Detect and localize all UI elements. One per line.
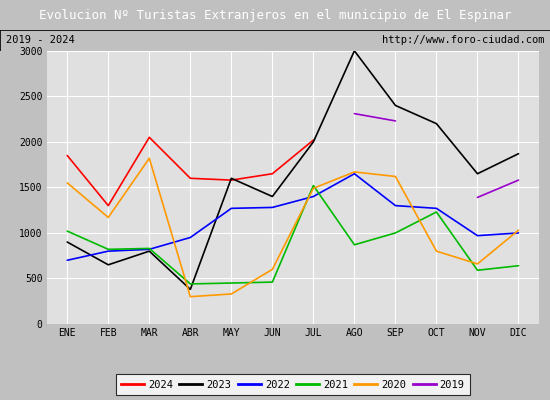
Text: http://www.foro-ciudad.com: http://www.foro-ciudad.com xyxy=(382,35,544,45)
Legend: 2024, 2023, 2022, 2021, 2020, 2019: 2024, 2023, 2022, 2021, 2020, 2019 xyxy=(116,374,470,395)
Text: Evolucion Nº Turistas Extranjeros en el municipio de El Espinar: Evolucion Nº Turistas Extranjeros en el … xyxy=(39,8,512,22)
Text: 2019 - 2024: 2019 - 2024 xyxy=(6,35,74,45)
